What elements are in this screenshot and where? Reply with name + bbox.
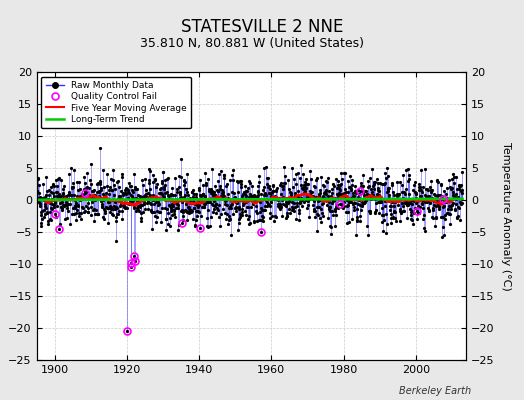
Y-axis label: Temperature Anomaly (°C): Temperature Anomaly (°C) — [501, 142, 511, 290]
Legend: Raw Monthly Data, Quality Control Fail, Five Year Moving Average, Long-Term Tren: Raw Monthly Data, Quality Control Fail, … — [41, 76, 191, 128]
Text: STATESVILLE 2 NNE: STATESVILLE 2 NNE — [181, 18, 343, 36]
Text: Berkeley Earth: Berkeley Earth — [399, 386, 472, 396]
Title: 35.810 N, 80.881 W (United States): 35.810 N, 80.881 W (United States) — [139, 37, 364, 50]
